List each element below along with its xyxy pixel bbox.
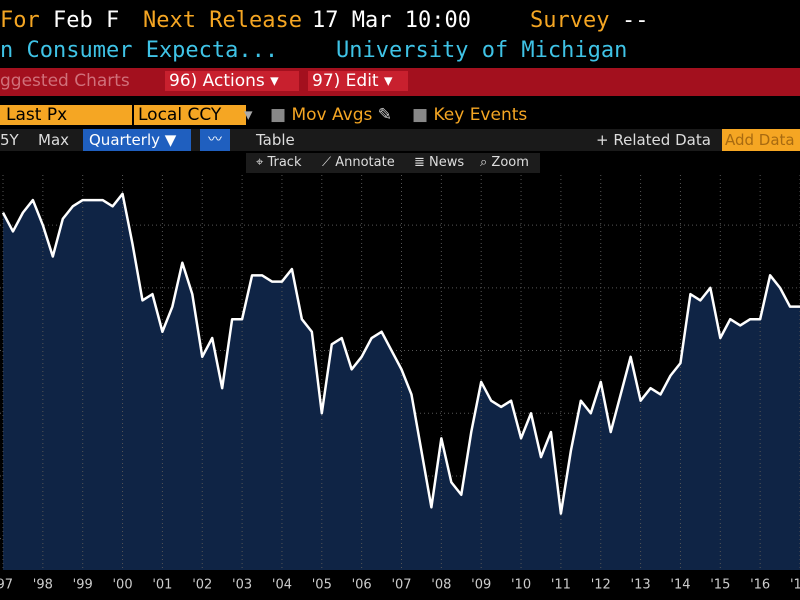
add-data[interactable]: Add Data [722,129,800,151]
x-tick-label: '01 [152,578,172,593]
x-tick-label: '03 [232,578,252,593]
label: Actions [202,71,265,91]
label: Zoom [491,155,529,170]
source: University of Michigan [336,38,628,63]
line [1,192,800,515]
x-tick-label: '00 [112,578,132,593]
x-tick-label: '15 [710,578,730,593]
x-tick-label: '06 [352,578,372,593]
toolbar [246,153,540,173]
tool[interactable]: ≣ News [414,155,465,170]
field-select[interactable]: Last Px [0,105,132,125]
label: Edit [345,71,379,91]
x-tick-label: '08 [431,578,451,593]
menu-item[interactable]: ggested Charts [0,71,130,91]
dropdown-arrow[interactable]: ▾ [244,105,253,125]
value: 17 Mar 10:00 [312,8,471,33]
x-tick-label: '99 [73,578,93,593]
label: Next Release [143,8,302,33]
label: Related Data [613,131,711,149]
header-row: For Feb F [0,8,119,33]
x-tick-label: '14 [670,578,690,593]
chart-icon[interactable]: 〰 [200,129,230,151]
checkbox-item[interactable]: ■ Mov Avgs ✎ [270,105,392,125]
x-tick-label: '13 [631,578,651,593]
checkbox-item[interactable]: ■ Key Events [412,105,528,125]
label: News [429,155,465,170]
range-btn[interactable]: 5Y [0,131,19,149]
x-tick-label: '09 [471,578,491,593]
x-tick-label: '98 [33,578,53,593]
label: Track [267,155,302,170]
area [3,193,800,571]
table-btn[interactable]: Table [256,131,295,149]
x-tick-label: '12 [591,578,611,593]
tool[interactable]: ⌖ Track [256,155,302,170]
related-btn[interactable]: + Related Data [596,131,711,149]
num: 97) [312,71,341,91]
range-btn[interactable]: Max [38,131,70,149]
x-tick-label: '04 [272,578,292,593]
x-tick-label: '05 [312,578,332,593]
frequency-select[interactable]: Quarterly ▼ [83,129,191,151]
x-tick-label: '02 [192,578,212,593]
menu-item[interactable]: 97) Edit ▾ [308,71,408,91]
label: Key Events [433,105,528,125]
x-tick-label: '11 [551,578,571,593]
value: -- [622,8,649,33]
x-tick-label: '97 [0,578,13,593]
tool[interactable]: ⟋ Annotate [322,155,395,170]
label: For [0,8,40,33]
x-tick-label: '10 [511,578,531,593]
menu-item[interactable]: 96) Actions ▾ [165,71,299,91]
tool[interactable]: ⌕ Zoom [480,155,529,170]
currency-select[interactable]: Local CCY [134,105,246,125]
label: Quarterly [89,131,160,149]
label: Mov Avgs [291,105,373,125]
security: n Consumer Expecta... [0,38,279,63]
x-tick-label: '07 [391,578,411,593]
value: Feb F [53,8,120,33]
x-tick-label: '17 [790,578,800,593]
label: Annotate [335,155,395,170]
label: Survey [530,8,610,33]
num: 96) [169,71,198,91]
x-tick-label: '16 [750,578,770,593]
